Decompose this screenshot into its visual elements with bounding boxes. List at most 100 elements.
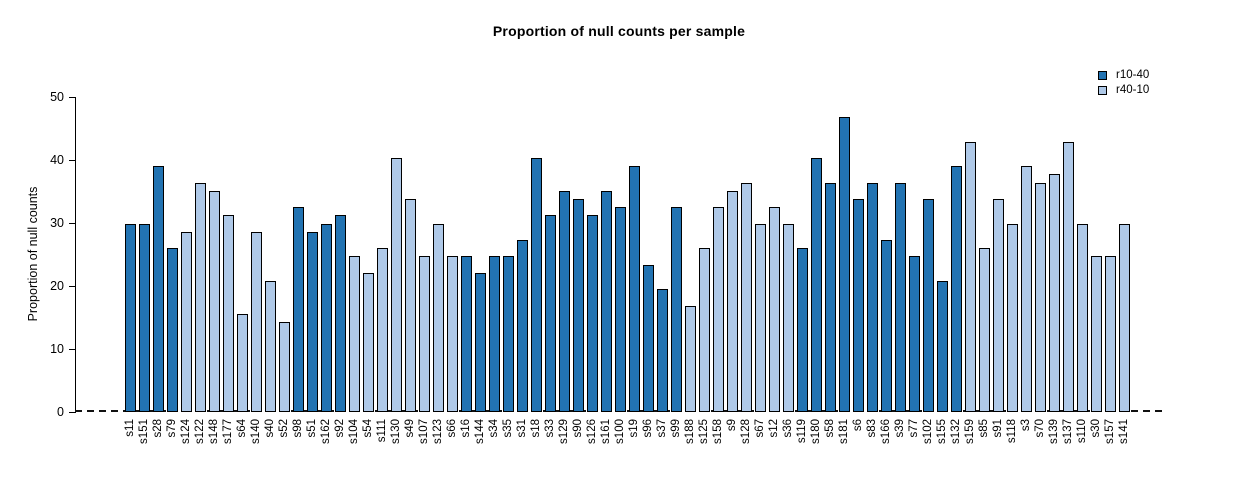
x-label-s137: s137 bbox=[1062, 419, 1074, 444]
bar-s35 bbox=[503, 256, 514, 412]
bar-s159 bbox=[965, 142, 976, 412]
x-label-s49: s49 bbox=[404, 419, 416, 438]
x-label-s66: s66 bbox=[446, 419, 458, 438]
bar-s11 bbox=[125, 224, 136, 412]
x-label-s180: s180 bbox=[810, 419, 822, 444]
bar-s180 bbox=[811, 158, 822, 412]
x-label-s100: s100 bbox=[614, 419, 626, 444]
bar-s39 bbox=[895, 183, 906, 412]
bar-s83 bbox=[867, 183, 878, 412]
x-label-s130: s130 bbox=[390, 419, 402, 444]
bar-s141 bbox=[1119, 224, 1130, 412]
x-label-s34: s34 bbox=[488, 419, 500, 438]
bar-s31 bbox=[517, 240, 528, 412]
x-label-s91: s91 bbox=[992, 419, 1004, 438]
x-label-s92: s92 bbox=[334, 419, 346, 438]
bar-s123 bbox=[433, 224, 444, 412]
x-label-s119: s119 bbox=[796, 419, 808, 444]
bar-s70 bbox=[1035, 183, 1046, 412]
bar-s96 bbox=[643, 265, 654, 412]
bar-s18 bbox=[531, 158, 542, 412]
bar-s151 bbox=[139, 224, 150, 412]
bar-s33 bbox=[545, 215, 556, 412]
bar-s12 bbox=[769, 207, 780, 412]
x-label-s111: s111 bbox=[376, 419, 388, 443]
bar-s52 bbox=[279, 322, 290, 412]
bar-s155 bbox=[937, 281, 948, 412]
bar-s158 bbox=[713, 207, 724, 412]
bar-s107 bbox=[419, 256, 430, 412]
x-label-s51: s51 bbox=[306, 419, 318, 438]
x-label-s30: s30 bbox=[1090, 419, 1102, 438]
x-label-s85: s85 bbox=[978, 419, 990, 438]
bar-s104 bbox=[349, 256, 360, 412]
x-label-s98: s98 bbox=[292, 419, 304, 438]
x-label-s159: s159 bbox=[964, 419, 976, 444]
x-label-s16: s16 bbox=[460, 419, 472, 438]
bar-s157 bbox=[1105, 256, 1116, 412]
bar-s148 bbox=[209, 191, 220, 412]
x-label-s52: s52 bbox=[278, 419, 290, 438]
bar-s181 bbox=[839, 117, 850, 412]
bar-s162 bbox=[321, 224, 332, 412]
legend-label: r40-10 bbox=[1116, 84, 1150, 96]
x-label-s107: s107 bbox=[418, 419, 430, 444]
legend-item-r10-40: r10-40 bbox=[1098, 68, 1149, 83]
chart-title: Proportion of null counts per sample bbox=[492, 23, 746, 39]
legend: r10-40 r40-10 bbox=[1098, 68, 1149, 98]
bar-s110 bbox=[1077, 224, 1088, 412]
y-tick bbox=[69, 286, 75, 287]
y-tick bbox=[69, 412, 75, 413]
bar-s100 bbox=[615, 207, 626, 412]
x-label-s181: s181 bbox=[838, 419, 850, 444]
bar-s28 bbox=[153, 166, 164, 412]
bar-s128 bbox=[741, 183, 752, 412]
y-axis-title: Proportion of null counts bbox=[26, 186, 40, 322]
x-label-s162: s162 bbox=[320, 419, 332, 444]
x-label-s158: s158 bbox=[712, 419, 724, 444]
x-label-s157: s157 bbox=[1104, 419, 1116, 444]
x-label-s64: s64 bbox=[236, 419, 248, 438]
bar-s34 bbox=[489, 256, 500, 412]
y-tick-label: 50 bbox=[50, 90, 64, 104]
bar-s122 bbox=[195, 183, 206, 412]
x-label-s128: s128 bbox=[740, 419, 752, 444]
x-label-s77: s77 bbox=[908, 419, 920, 438]
x-label-s155: s155 bbox=[936, 419, 948, 444]
bar-s137 bbox=[1063, 142, 1074, 412]
x-label-s166: s166 bbox=[880, 419, 892, 444]
bar-s85 bbox=[979, 248, 990, 412]
x-label-s144: s144 bbox=[474, 419, 486, 444]
x-label-s141: s141 bbox=[1118, 419, 1130, 444]
bar-s166 bbox=[881, 240, 892, 412]
y-tick-label: 30 bbox=[50, 216, 64, 230]
x-label-s35: s35 bbox=[502, 419, 514, 438]
y-tick-label: 20 bbox=[50, 279, 64, 293]
x-label-s125: s125 bbox=[698, 419, 710, 444]
x-label-s58: s58 bbox=[824, 419, 836, 438]
x-label-s126: s126 bbox=[586, 419, 598, 444]
x-label-s11: s11 bbox=[124, 419, 136, 437]
bar-s49 bbox=[405, 199, 416, 412]
bar-s140 bbox=[251, 232, 262, 412]
x-label-s6: s6 bbox=[852, 419, 864, 432]
x-label-s99: s99 bbox=[670, 419, 682, 438]
x-label-s3: s3 bbox=[1020, 419, 1032, 432]
x-label-s90: s90 bbox=[572, 419, 584, 438]
bar-s58 bbox=[825, 183, 836, 412]
y-tick-label: 40 bbox=[50, 153, 64, 167]
x-label-s18: s18 bbox=[530, 419, 542, 438]
bar-s139 bbox=[1049, 174, 1060, 412]
x-label-s110: s110 bbox=[1076, 419, 1088, 444]
x-label-s140: s140 bbox=[250, 419, 262, 444]
x-label-s40: s40 bbox=[264, 419, 276, 438]
x-label-s124: s124 bbox=[180, 419, 192, 444]
x-label-s79: s79 bbox=[166, 419, 178, 438]
y-axis-line bbox=[75, 97, 76, 413]
y-tick bbox=[69, 349, 75, 350]
x-label-s37: s37 bbox=[656, 419, 668, 438]
bar-s118 bbox=[1007, 224, 1018, 412]
bar-s51 bbox=[307, 232, 318, 412]
x-label-s104: s104 bbox=[348, 419, 360, 444]
x-label-s96: s96 bbox=[642, 419, 654, 438]
